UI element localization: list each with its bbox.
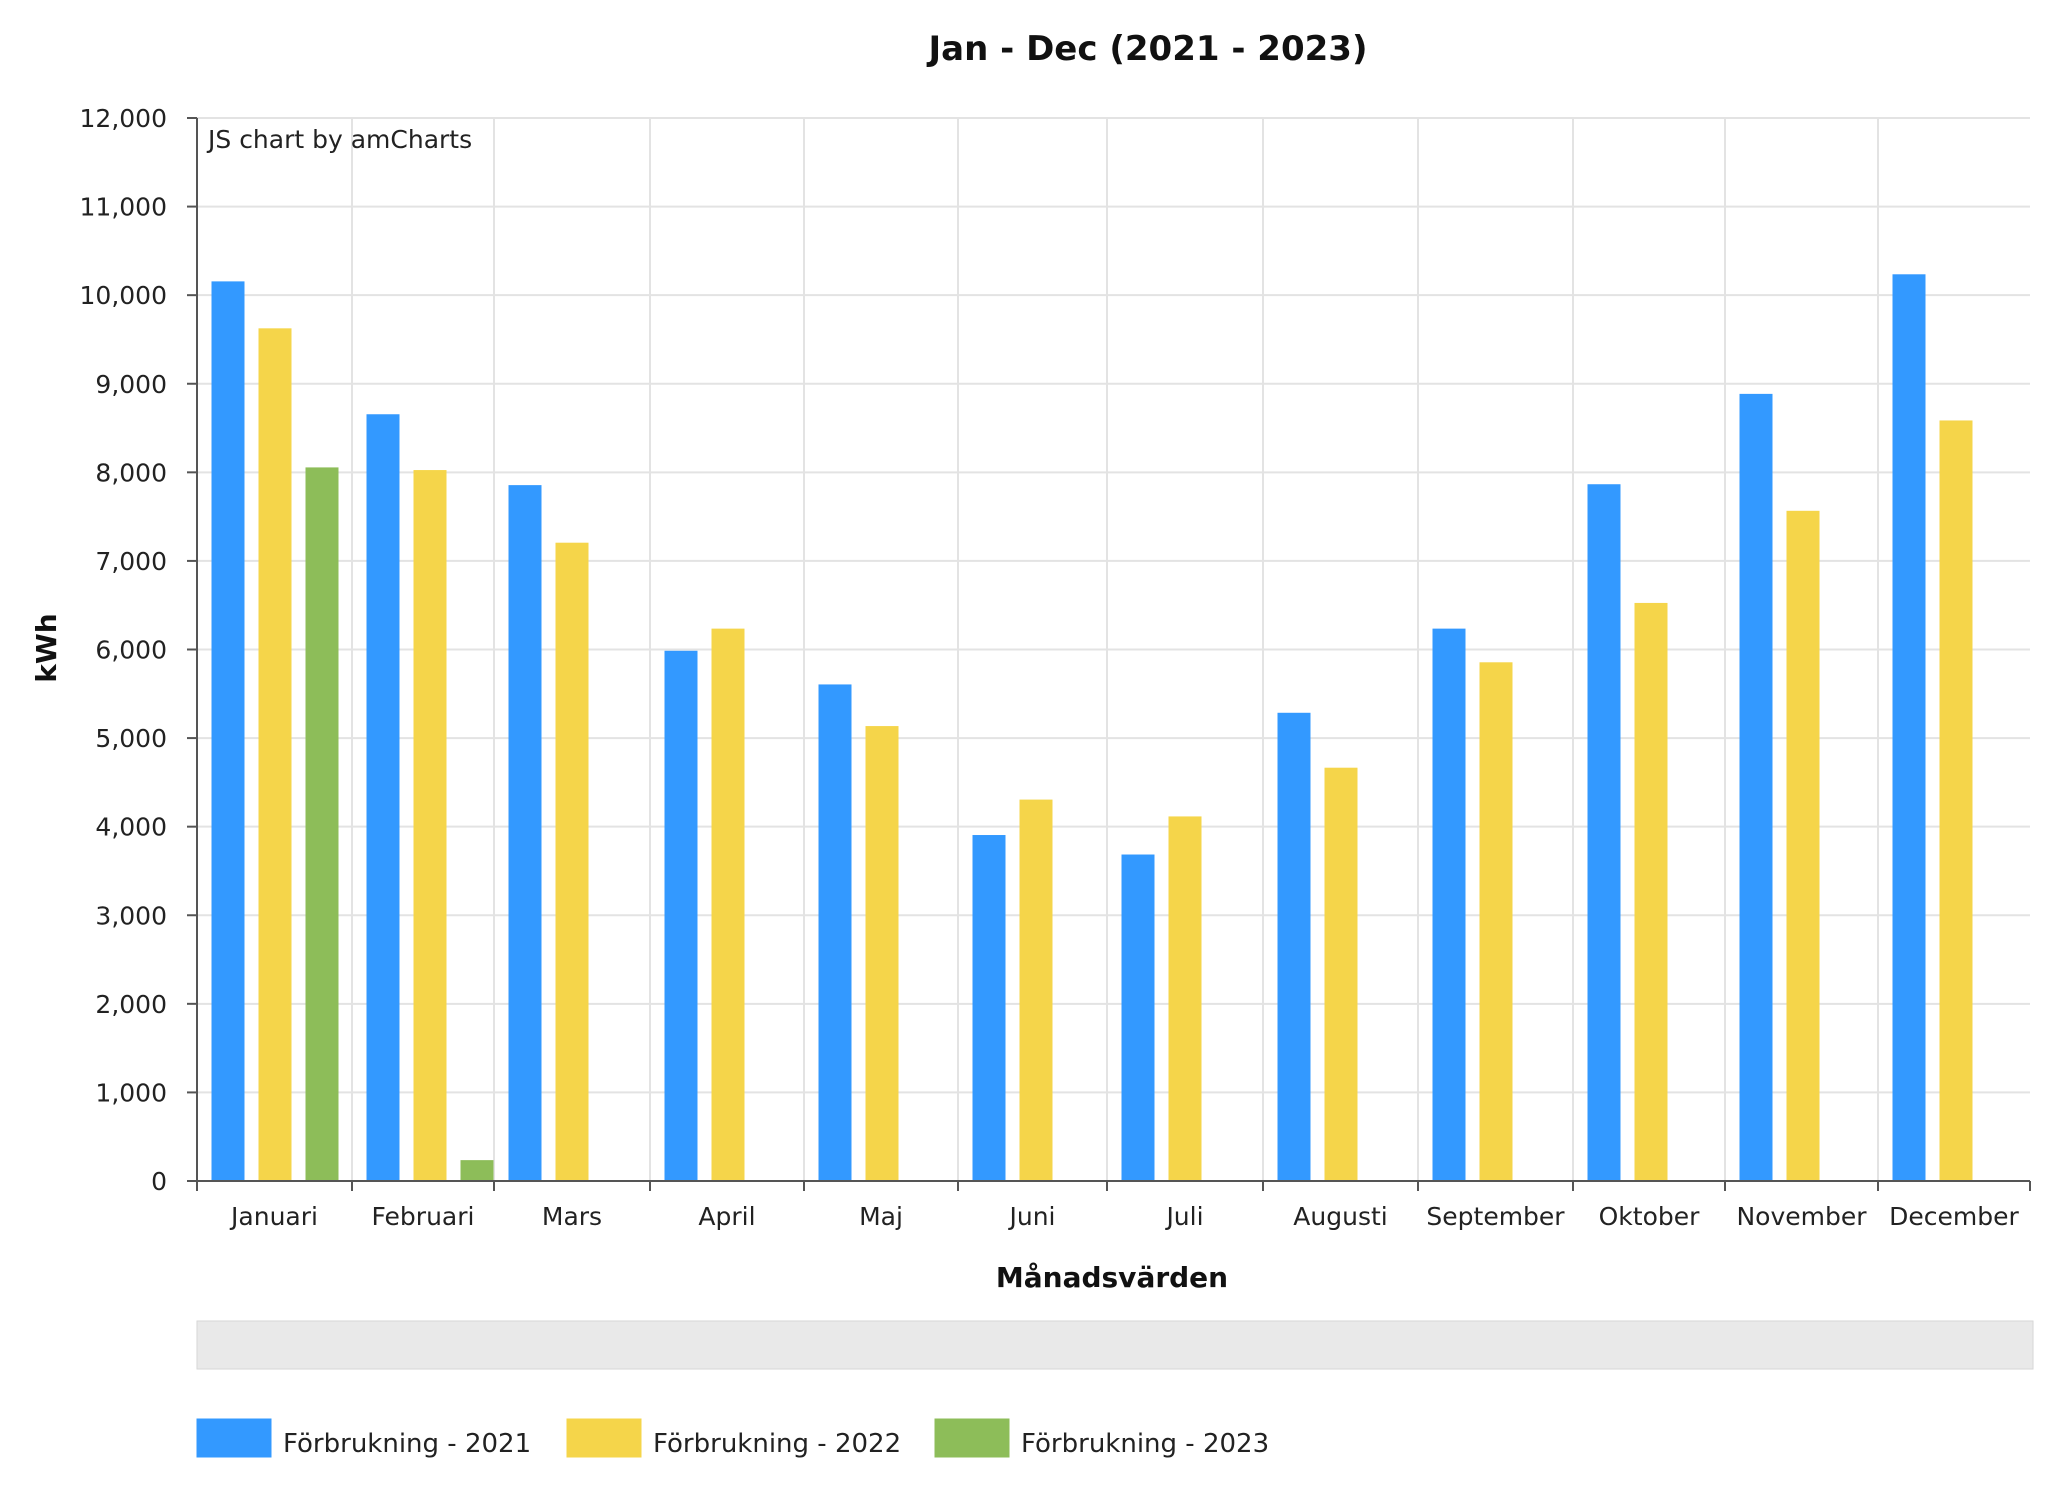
legend-label-series-3[interactable]: Förbrukning - 2023 [1021,1429,1269,1459]
bar-augusti-series-2[interactable] [1324,767,1358,1182]
chart-scrollbar[interactable] [196,1320,2034,1370]
bar-juni-series-1[interactable] [972,835,1006,1182]
bar-september-series-1[interactable] [1432,628,1466,1182]
bar-april-series-1[interactable] [664,650,698,1182]
x-tick-label: April [698,1202,755,1231]
bar-april-series-2[interactable] [711,628,745,1182]
bar-februari-series-3[interactable] [460,1160,494,1182]
bar-maj-series-2[interactable] [865,726,899,1182]
bar-juli-series-2[interactable] [1168,816,1202,1182]
x-tick-label: Maj [859,1202,903,1231]
chart-credit-link[interactable]: JS chart by amCharts [206,125,472,154]
legend-swatch-series-3[interactable] [934,1418,1010,1458]
x-tick-label: November [1736,1202,1867,1231]
legend-swatch-series-2[interactable] [566,1418,642,1458]
x-tick-label: Juli [1164,1202,1203,1231]
x-tick-label: Januari [229,1202,318,1231]
x-tick-label: Mars [542,1202,602,1231]
y-tick-label: 1,000 [95,1078,167,1107]
bar-februari-series-1[interactable] [366,414,400,1182]
y-tick-label: 9,000 [95,370,167,399]
bar-november-series-1[interactable] [1739,393,1773,1182]
y-tick-label: 7,000 [95,547,167,576]
legend-label-series-2[interactable]: Förbrukning - 2022 [653,1429,901,1459]
bars [211,274,1973,1182]
bar-januari-series-3[interactable] [305,467,339,1182]
grid [187,117,2031,1191]
y-tick-label: 4,000 [95,813,167,842]
y-tick-label: 8,000 [95,458,167,487]
y-tick-label: 11,000 [80,193,167,222]
y-tick-label: 12,000 [80,104,167,133]
bar-februari-series-2[interactable] [413,470,447,1182]
bar-december-series-1[interactable] [1892,274,1926,1182]
bar-januari-series-2[interactable] [258,328,292,1182]
bar-september-series-2[interactable] [1479,662,1513,1182]
x-tick-label: September [1426,1202,1565,1231]
x-tick-labels: Januari Februari Mars April Maj Juni Juli Augus… [229,1202,2020,1231]
bar-december-series-2[interactable] [1939,420,1973,1182]
bar-juli-series-1[interactable] [1121,854,1155,1182]
bar-juni-series-2[interactable] [1019,799,1053,1182]
bar-augusti-series-1[interactable] [1277,712,1311,1182]
bar-oktober-series-2[interactable] [1634,602,1668,1182]
x-tick-label: Augusti [1293,1202,1387,1231]
axes [196,118,2030,1182]
legend: Förbrukning - 2021 Förbrukning - 2022 Förb… [196,1418,1269,1459]
y-tick-label: 0 [151,1167,167,1196]
bar-maj-series-1[interactable] [818,684,852,1182]
chart-title: Jan - Dec (2021 - 2023) [927,29,1368,69]
x-tick-label: Februari [372,1202,475,1231]
bar-mars-series-2[interactable] [555,542,589,1182]
y-tick-labels: 0 1,000 2,000 3,000 4,000 5,000 6,000 7,000 8,00… [80,104,167,1196]
y-tick-label: 6,000 [95,636,167,665]
y-tick-label: 2,000 [95,990,167,1019]
y-tick-label: 5,000 [95,724,167,753]
legend-swatch-series-1[interactable] [196,1418,272,1458]
bar-oktober-series-1[interactable] [1587,484,1621,1182]
bar-mars-series-1[interactable] [508,485,542,1182]
x-tick-label: Oktober [1599,1202,1701,1231]
legend-label-series-1[interactable]: Förbrukning - 2021 [283,1429,531,1459]
y-tick-label: 10,000 [80,281,167,310]
bar-november-series-2[interactable] [1786,510,1820,1182]
y-axis-title: kWh [30,613,63,682]
bar-januari-series-1[interactable] [211,281,245,1182]
x-tick-label: December [1889,1202,2019,1231]
x-axis-title: Månadsvärden [996,1261,1228,1294]
y-tick-label: 3,000 [95,901,167,930]
x-tick-label: Juni [1007,1202,1055,1231]
